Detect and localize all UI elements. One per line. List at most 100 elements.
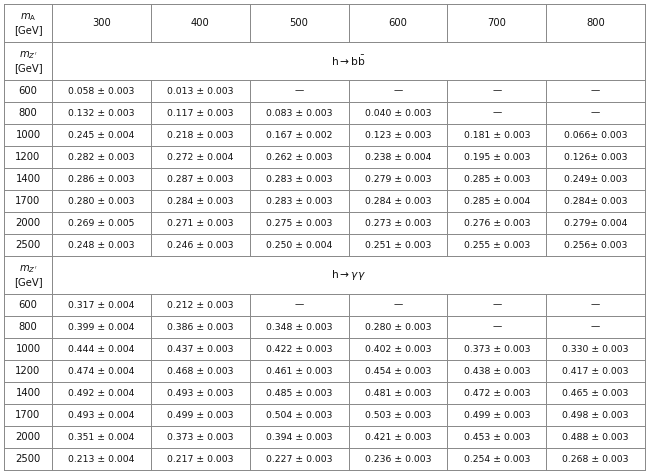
Text: 0.499 ± 0.003: 0.499 ± 0.003 (167, 411, 234, 420)
Text: 0.493 ± 0.003: 0.493 ± 0.003 (167, 389, 234, 398)
Text: $m_{Z^{\prime}}$
[GeV]: $m_{Z^{\prime}}$ [GeV] (14, 263, 42, 287)
Text: 600: 600 (389, 18, 408, 28)
Text: 0.503 ± 0.003: 0.503 ± 0.003 (365, 411, 431, 420)
Text: 0.351 ± 0.004: 0.351 ± 0.004 (68, 432, 134, 441)
Text: 0.402 ± 0.003: 0.402 ± 0.003 (365, 344, 431, 354)
Text: 0.280 ± 0.003: 0.280 ± 0.003 (68, 196, 134, 205)
Text: 0.468 ± 0.003: 0.468 ± 0.003 (167, 366, 234, 375)
Text: 0.284± 0.003: 0.284± 0.003 (564, 196, 628, 205)
Text: 0.276 ± 0.003: 0.276 ± 0.003 (463, 219, 530, 227)
Text: 0.481 ± 0.003: 0.481 ± 0.003 (365, 389, 431, 398)
Text: 700: 700 (487, 18, 506, 28)
Text: 0.126± 0.003: 0.126± 0.003 (564, 153, 628, 162)
Text: 0.248 ± 0.003: 0.248 ± 0.003 (68, 241, 134, 250)
Text: 1400: 1400 (16, 174, 40, 184)
Text: 0.454 ± 0.003: 0.454 ± 0.003 (365, 366, 431, 375)
Text: 0.227 ± 0.003: 0.227 ± 0.003 (266, 455, 332, 463)
Text: 300: 300 (92, 18, 111, 28)
Text: 0.123 ± 0.003: 0.123 ± 0.003 (365, 130, 431, 139)
Text: 2500: 2500 (16, 240, 41, 250)
Text: 0.117 ± 0.003: 0.117 ± 0.003 (167, 108, 234, 117)
Text: 0.461 ± 0.003: 0.461 ± 0.003 (266, 366, 332, 375)
Text: 0.275 ± 0.003: 0.275 ± 0.003 (266, 219, 332, 227)
Text: 0.195 ± 0.003: 0.195 ± 0.003 (463, 153, 530, 162)
Text: $\mathrm{h} \rightarrow \mathrm{b}\bar{\mathrm{b}}$: $\mathrm{h} \rightarrow \mathrm{b}\bar{\… (331, 54, 366, 68)
Text: 0.493 ± 0.004: 0.493 ± 0.004 (68, 411, 134, 420)
Text: 0.444 ± 0.004: 0.444 ± 0.004 (68, 344, 134, 354)
Text: 0.422 ± 0.003: 0.422 ± 0.003 (266, 344, 332, 354)
Text: 0.181 ± 0.003: 0.181 ± 0.003 (463, 130, 530, 139)
Text: 0.386 ± 0.003: 0.386 ± 0.003 (167, 323, 234, 332)
Text: 0.394 ± 0.003: 0.394 ± 0.003 (266, 432, 332, 441)
Text: 2000: 2000 (16, 218, 40, 228)
Text: 1700: 1700 (16, 196, 41, 206)
Text: 0.013 ± 0.003: 0.013 ± 0.003 (167, 87, 234, 96)
Text: 0.453 ± 0.003: 0.453 ± 0.003 (463, 432, 530, 441)
Text: 0.254 ± 0.003: 0.254 ± 0.003 (463, 455, 530, 463)
Text: —: — (591, 323, 600, 332)
Text: 0.437 ± 0.003: 0.437 ± 0.003 (167, 344, 234, 354)
Text: —: — (492, 323, 502, 332)
Text: 0.498 ± 0.003: 0.498 ± 0.003 (562, 411, 629, 420)
Text: —: — (295, 300, 304, 309)
Text: 0.373 ± 0.003: 0.373 ± 0.003 (167, 432, 234, 441)
Text: 1200: 1200 (16, 152, 41, 162)
Text: 0.492 ± 0.004: 0.492 ± 0.004 (68, 389, 134, 398)
Text: 0.058 ± 0.003: 0.058 ± 0.003 (68, 87, 134, 96)
Text: 0.255 ± 0.003: 0.255 ± 0.003 (463, 241, 530, 250)
Text: —: — (492, 87, 502, 96)
Text: 0.287 ± 0.003: 0.287 ± 0.003 (167, 174, 234, 184)
Text: 0.421 ± 0.003: 0.421 ± 0.003 (365, 432, 431, 441)
Text: $m_{Z^{\prime}}$
[GeV]: $m_{Z^{\prime}}$ [GeV] (14, 49, 42, 73)
Text: 0.279 ± 0.003: 0.279 ± 0.003 (365, 174, 431, 184)
Text: 0.167 ± 0.002: 0.167 ± 0.002 (266, 130, 332, 139)
Text: 0.284 ± 0.003: 0.284 ± 0.003 (167, 196, 234, 205)
Text: 2000: 2000 (16, 432, 40, 442)
Text: 0.373 ± 0.003: 0.373 ± 0.003 (463, 344, 530, 354)
Text: 800: 800 (586, 18, 605, 28)
Text: 0.217 ± 0.003: 0.217 ± 0.003 (167, 455, 234, 463)
Text: $\mathrm{h} \rightarrow \gamma\gamma$: $\mathrm{h} \rightarrow \gamma\gamma$ (331, 268, 366, 282)
Text: 0.499 ± 0.003: 0.499 ± 0.003 (463, 411, 530, 420)
Text: 800: 800 (19, 322, 38, 332)
Text: 0.417 ± 0.003: 0.417 ± 0.003 (562, 366, 629, 375)
Text: 0.249± 0.003: 0.249± 0.003 (564, 174, 628, 184)
Text: 0.269 ± 0.005: 0.269 ± 0.005 (68, 219, 134, 227)
Text: 0.465 ± 0.003: 0.465 ± 0.003 (563, 389, 629, 398)
Text: 0.238 ± 0.004: 0.238 ± 0.004 (365, 153, 431, 162)
Text: 0.284 ± 0.003: 0.284 ± 0.003 (365, 196, 431, 205)
Text: 0.283 ± 0.003: 0.283 ± 0.003 (266, 196, 332, 205)
Text: —: — (591, 108, 600, 117)
Text: 0.273 ± 0.003: 0.273 ± 0.003 (365, 219, 431, 227)
Text: 0.256± 0.003: 0.256± 0.003 (564, 241, 628, 250)
Text: 0.348 ± 0.003: 0.348 ± 0.003 (266, 323, 332, 332)
Text: 0.040 ± 0.003: 0.040 ± 0.003 (365, 108, 431, 117)
Text: 0.246 ± 0.003: 0.246 ± 0.003 (167, 241, 234, 250)
Text: 0.272 ± 0.004: 0.272 ± 0.004 (167, 153, 234, 162)
Text: 0.271 ± 0.003: 0.271 ± 0.003 (167, 219, 234, 227)
Text: 1200: 1200 (16, 366, 41, 376)
Text: 0.262 ± 0.003: 0.262 ± 0.003 (266, 153, 332, 162)
Text: 0.268 ± 0.003: 0.268 ± 0.003 (562, 455, 629, 463)
Text: 0.283 ± 0.003: 0.283 ± 0.003 (266, 174, 332, 184)
Text: 0.066± 0.003: 0.066± 0.003 (564, 130, 628, 139)
Text: 0.330 ± 0.003: 0.330 ± 0.003 (562, 344, 629, 354)
Text: —: — (492, 108, 502, 117)
Text: 0.504 ± 0.003: 0.504 ± 0.003 (266, 411, 332, 420)
Text: 0.285 ± 0.003: 0.285 ± 0.003 (463, 174, 530, 184)
Text: —: — (393, 300, 402, 309)
Text: —: — (295, 87, 304, 96)
Text: 800: 800 (19, 108, 38, 118)
Text: 0.236 ± 0.003: 0.236 ± 0.003 (365, 455, 431, 463)
Text: 0.245 ± 0.004: 0.245 ± 0.004 (68, 130, 134, 139)
Text: 0.083 ± 0.003: 0.083 ± 0.003 (266, 108, 332, 117)
Text: 2500: 2500 (16, 454, 41, 464)
Text: 0.485 ± 0.003: 0.485 ± 0.003 (266, 389, 332, 398)
Text: 0.285 ± 0.004: 0.285 ± 0.004 (463, 196, 530, 205)
Text: —: — (591, 87, 600, 96)
Text: 1000: 1000 (16, 344, 40, 354)
Text: $m_{\mathrm{A}}$
[GeV]: $m_{\mathrm{A}}$ [GeV] (14, 11, 42, 35)
Text: 0.213 ± 0.004: 0.213 ± 0.004 (68, 455, 134, 463)
Text: 0.280 ± 0.003: 0.280 ± 0.003 (365, 323, 431, 332)
Text: 1000: 1000 (16, 130, 40, 140)
